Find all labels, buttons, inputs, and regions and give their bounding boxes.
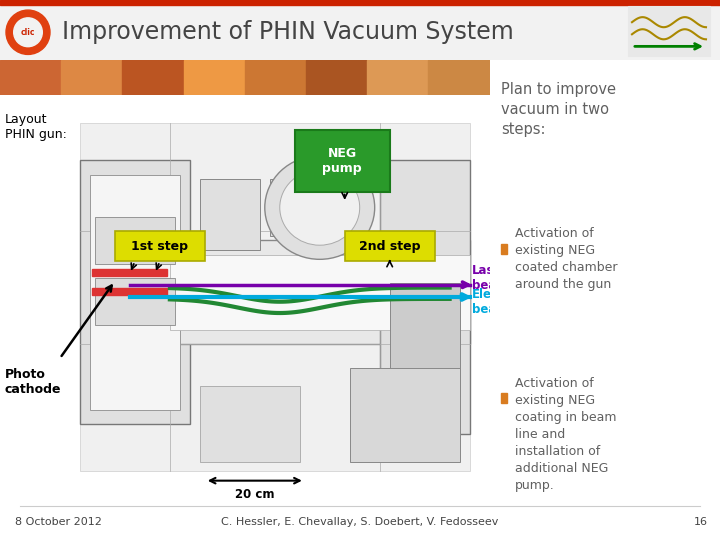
Bar bbox=[80, 123, 469, 471]
Bar bbox=[428, 60, 490, 94]
Text: Activation of
existing NEG
coating in beam
line and
installation of
additional N: Activation of existing NEG coating in be… bbox=[515, 376, 616, 491]
Bar bbox=[170, 240, 469, 344]
Text: Laser
beam: Laser beam bbox=[472, 264, 508, 292]
Bar bbox=[92, 288, 167, 295]
Bar bbox=[390, 283, 459, 396]
Text: Layout
PHIN gun:: Layout PHIN gun: bbox=[5, 113, 67, 141]
FancyBboxPatch shape bbox=[294, 130, 390, 192]
FancyBboxPatch shape bbox=[115, 231, 204, 261]
Bar bbox=[306, 60, 367, 94]
Bar bbox=[200, 387, 300, 462]
Text: Plan to improve
vacuum in two
steps:: Plan to improve vacuum in two steps: bbox=[501, 83, 616, 137]
Text: NEG
pump: NEG pump bbox=[323, 147, 362, 175]
Text: clic: clic bbox=[21, 28, 35, 37]
Text: Photo
cathode: Photo cathode bbox=[5, 368, 61, 396]
Bar bbox=[170, 255, 469, 330]
Bar bbox=[350, 368, 459, 462]
Circle shape bbox=[14, 18, 42, 46]
Bar bbox=[628, 6, 710, 57]
Text: 16: 16 bbox=[694, 517, 708, 527]
Text: 8 October 2012: 8 October 2012 bbox=[15, 517, 102, 527]
Bar bbox=[0, 60, 61, 94]
FancyBboxPatch shape bbox=[345, 231, 435, 261]
Bar bbox=[95, 278, 175, 325]
Text: C. Hessler, E. Chevallay, S. Doebert, V. Fedosseev: C. Hessler, E. Chevallay, S. Doebert, V.… bbox=[221, 517, 499, 527]
Text: 2nd step: 2nd step bbox=[359, 240, 420, 253]
Bar bbox=[367, 60, 428, 94]
Text: Improvement of PHIN Vacuum System: Improvement of PHIN Vacuum System bbox=[62, 21, 514, 44]
Bar bbox=[245, 60, 306, 94]
Bar bbox=[501, 244, 507, 254]
Text: Electron
beam: Electron beam bbox=[472, 288, 526, 316]
Bar bbox=[270, 179, 320, 236]
Circle shape bbox=[265, 156, 374, 259]
Bar bbox=[90, 174, 180, 410]
Bar bbox=[0, 0, 720, 5]
Bar bbox=[184, 60, 245, 94]
Bar bbox=[61, 60, 122, 94]
Circle shape bbox=[280, 170, 360, 245]
Bar bbox=[379, 160, 469, 434]
Bar bbox=[200, 179, 260, 250]
Text: Activation of
existing NEG
coated chamber
around the gun: Activation of existing NEG coated chambe… bbox=[515, 227, 618, 291]
Bar bbox=[122, 60, 184, 94]
Bar bbox=[92, 269, 167, 276]
Circle shape bbox=[6, 10, 50, 55]
Bar bbox=[501, 393, 507, 403]
Bar bbox=[95, 217, 175, 264]
Bar bbox=[80, 160, 190, 424]
Text: 1st step: 1st step bbox=[131, 240, 189, 253]
Text: 20 cm: 20 cm bbox=[235, 488, 274, 501]
